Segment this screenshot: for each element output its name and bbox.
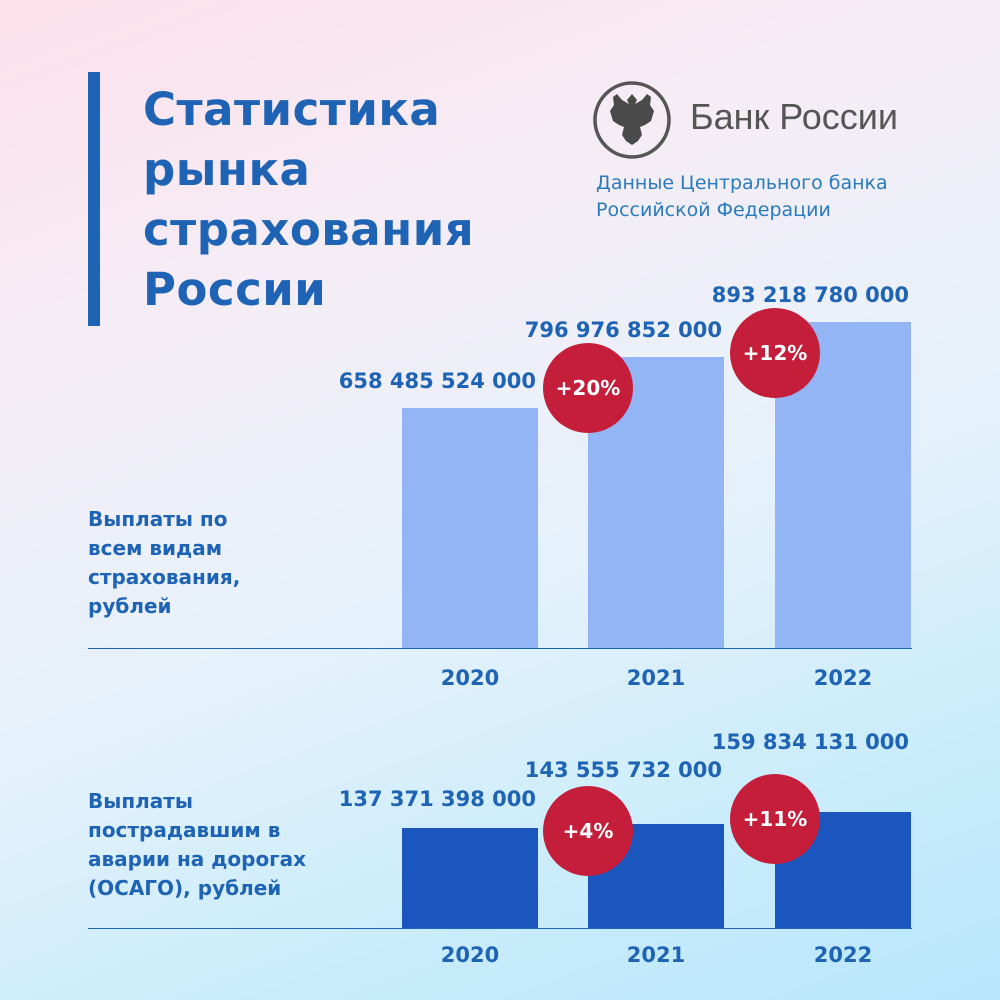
title-line: Статистика — [143, 83, 441, 136]
chart2-baseline — [88, 928, 912, 929]
title-accent-bar — [88, 72, 100, 326]
year-tick-label: 2022 — [813, 943, 873, 967]
caption-line: Выплаты — [88, 789, 193, 813]
title-line: России — [143, 263, 327, 316]
value-label: 137 371 398 000 — [338, 787, 536, 812]
growth-badge: +4% — [543, 785, 633, 876]
caption-line: всем видам — [88, 536, 223, 560]
chart1-caption: Выплаты по всем видам страхования, рубле… — [88, 505, 240, 621]
year-tick-label: 2021 — [626, 666, 686, 690]
caption-line: (ОСАГО), рублей — [88, 876, 282, 900]
year-tick-label: 2021 — [626, 943, 686, 967]
data-source: Данные Центрального банка Российской Фед… — [596, 170, 888, 224]
bar-2020 — [402, 828, 538, 928]
value-label: 143 555 732 000 — [524, 757, 722, 782]
source-line: Данные Центрального банка — [596, 172, 888, 194]
year-tick-label: 2022 — [813, 666, 873, 690]
value-label: 159 834 131 000 — [711, 729, 909, 754]
caption-line: пострадавшим в — [88, 818, 281, 842]
chart2-caption: Выплаты пострадавшим в аварии на дорогах… — [88, 787, 306, 903]
growth-badge: +20% — [543, 343, 633, 434]
title-line: страхования — [143, 203, 475, 256]
year-tick-label: 2020 — [440, 666, 500, 690]
value-label: 796 976 852 000 — [524, 318, 722, 343]
growth-badge: +11% — [730, 773, 820, 864]
caption-line: страхования, — [88, 565, 241, 589]
chart1-baseline — [88, 648, 912, 649]
caption-line: Выплаты по — [88, 507, 228, 531]
caption-line: аварии на дорогах — [88, 847, 307, 871]
bar-2020 — [402, 407, 538, 648]
bank-of-russia-emblem-icon — [592, 80, 672, 164]
caption-line: рублей — [88, 594, 172, 618]
page-title: Статистика рынка страхования России — [143, 80, 474, 320]
value-label: 658 485 524 000 — [338, 368, 536, 393]
title-line: рынка — [143, 143, 311, 196]
value-label: 893 218 780 000 — [711, 282, 909, 307]
bank-logo-text: Банк России — [690, 96, 898, 137]
source-line: Российской Федерации — [596, 199, 831, 221]
growth-badge: +12% — [730, 307, 820, 398]
year-tick-label: 2020 — [440, 943, 500, 967]
